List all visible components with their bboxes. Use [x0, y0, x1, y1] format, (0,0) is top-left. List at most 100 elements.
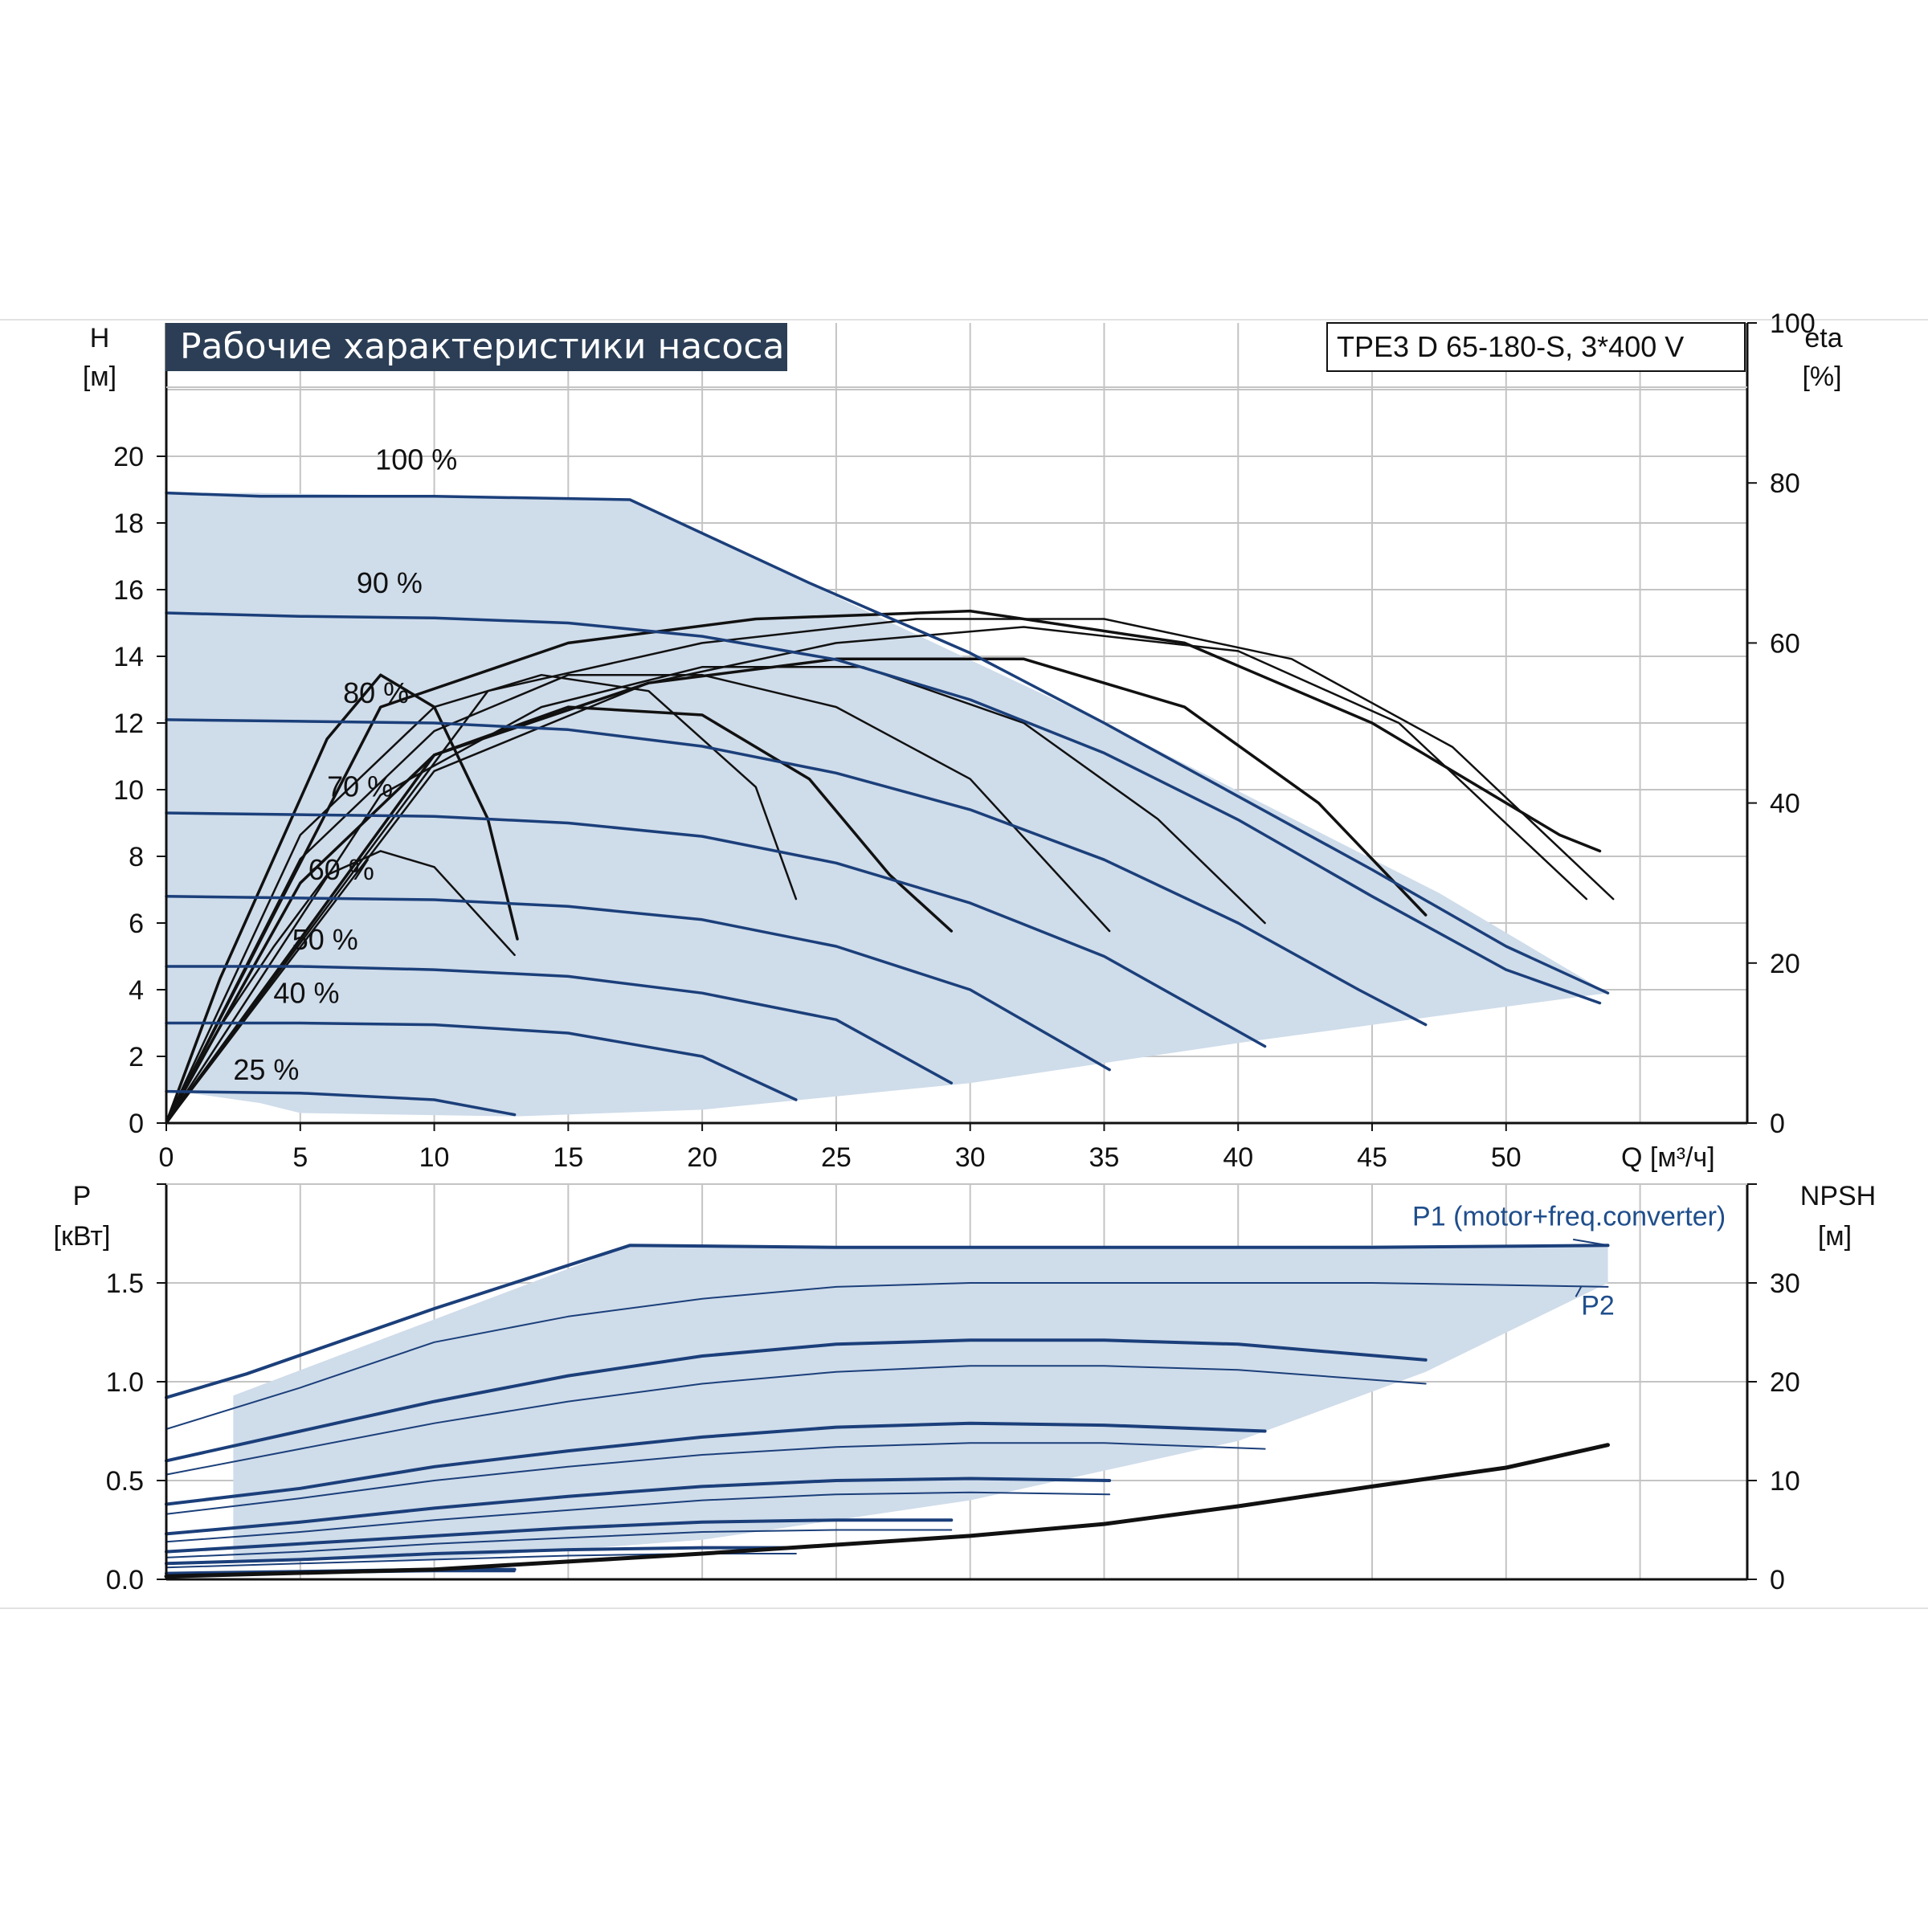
head-axis-label: H	[90, 323, 110, 353]
speed-curve	[165, 611, 1602, 1005]
operating-area	[166, 492, 1608, 1117]
efficiency-tick-label: 20	[1770, 949, 1800, 979]
flow-tick-label: 15	[553, 1142, 583, 1173]
efficiency-tick-label: 80	[1770, 468, 1800, 499]
flow-tick-label: 35	[1089, 1142, 1120, 1173]
p2-leader	[1575, 1286, 1583, 1297]
power-tick-label: 0.5	[106, 1466, 144, 1497]
head-tick-label: 16	[113, 575, 144, 606]
speed-curve	[165, 1021, 798, 1101]
flow-tick-label: 40	[1223, 1142, 1253, 1173]
p1-curve	[165, 1244, 1610, 1399]
p1-curve	[165, 1421, 1267, 1506]
efficiency-tick-label: 100	[1770, 308, 1816, 339]
p1-leader	[1573, 1238, 1608, 1247]
p1-curves: P1 (motor+freq.converter) P2	[165, 1202, 1726, 1575]
head-tick-label: 14	[113, 642, 144, 672]
speed-curve-label: 60 %	[308, 853, 374, 886]
power-axes: 0.0 0.5 1.0 1.5 0 10 20 30	[106, 1183, 1800, 1595]
speed-curve	[165, 1089, 517, 1117]
title-box	[165, 323, 787, 371]
power-tick-label: 0.0	[106, 1565, 144, 1595]
flow-tick-label: 20	[687, 1142, 717, 1173]
power-axis-unit: [кВт]	[54, 1221, 111, 1252]
speed-curve	[165, 965, 954, 1084]
speed-curve-label: 50 %	[292, 923, 358, 956]
p1-curve	[165, 1477, 1112, 1536]
p1-label: P1 (motor+freq.converter)	[1412, 1202, 1726, 1232]
efficiency-tick-label: 60	[1770, 628, 1800, 659]
flow-tick-label: 45	[1357, 1142, 1387, 1173]
p2-curve	[165, 1491, 1111, 1543]
efficiency-curve	[165, 673, 1111, 1125]
power-tick-label: 1.5	[106, 1268, 144, 1299]
head-tick-label: 4	[129, 975, 144, 1006]
flow-axis-label: Q [м³/ч]	[1621, 1142, 1715, 1173]
head-tick-label: 8	[129, 842, 144, 872]
head-tick-label: 18	[113, 509, 144, 539]
p2-curve	[165, 1529, 953, 1558]
speed-curve	[165, 895, 1111, 1072]
p2-curve	[165, 1442, 1266, 1515]
efficiency-curve	[165, 673, 798, 1125]
speed-curve-label: 70 %	[327, 770, 393, 803]
speed-curve-label: 40 %	[273, 977, 339, 1010]
efficiency-curve	[165, 705, 954, 1125]
flow-tick-label: 25	[821, 1142, 852, 1173]
efficiency-curve	[165, 609, 1602, 1125]
npsh-tick-label: 20	[1770, 1367, 1800, 1398]
efficiency-axis-unit: [%]	[1802, 361, 1841, 392]
efficiency-axis-label: eta	[1804, 323, 1842, 353]
speed-curve-label: 25 %	[233, 1053, 299, 1086]
speed-curve-label: 100 %	[375, 443, 457, 476]
head-tick-label: 6	[129, 909, 144, 939]
npsh-tick-label: 10	[1770, 1466, 1800, 1497]
npsh-tick-label: 0	[1770, 1565, 1785, 1595]
speed-curves: 100 % 90 % 80 % 70 % 60 % 50 % 40 % 25 %	[165, 443, 1610, 1117]
p1-curve	[165, 1338, 1428, 1463]
flow-tick-label: 5	[292, 1142, 308, 1173]
npsh-axis-label: NPSH	[1800, 1181, 1876, 1211]
speed-curve-label: 80 %	[343, 676, 409, 709]
power-axis-label: P	[73, 1181, 92, 1211]
head-tick-label: 2	[129, 1042, 144, 1072]
head-tick-label: 10	[113, 775, 144, 806]
efficiency-tick-label: 0	[1770, 1109, 1785, 1139]
head-operating-area	[166, 492, 1608, 1117]
efficiency-curve	[165, 673, 519, 1125]
model-box	[1326, 322, 1746, 372]
speed-curve-label: 90 %	[357, 566, 423, 599]
speed-curve	[165, 491, 1610, 995]
p1-curve	[165, 1518, 954, 1554]
flow-tick-label: 30	[955, 1142, 986, 1173]
efficiency-tick-label: 40	[1770, 789, 1800, 819]
npsh-tick-label: 30	[1770, 1268, 1800, 1299]
p1-curve	[165, 1546, 798, 1566]
npsh-axis-unit: [м]	[1818, 1221, 1852, 1252]
flow-tick-label: 50	[1491, 1142, 1522, 1173]
chart-title: Рабочие характеристики насоса	[180, 326, 784, 367]
npsh-curve	[164, 1443, 1610, 1579]
p2-curve	[165, 1365, 1427, 1476]
p2-label: P2	[1581, 1290, 1615, 1321]
head-axes: 0 5 10 15 20 25 30 35 40 45 50 0 2 4 6 8 10 12 14 16 18 20 0 20…	[113, 308, 1816, 1173]
speed-curve	[165, 718, 1428, 1027]
p2-curves	[165, 1282, 1609, 1577]
model-label: TPE3 D 65-180-S, 3*400 V	[1337, 330, 1684, 363]
npsh-curve-group	[164, 1443, 1610, 1579]
power-operating-area	[233, 1245, 1608, 1560]
efficiency-curve	[165, 657, 1428, 1125]
head-tick-label: 0	[129, 1109, 144, 1139]
efficiency-curve	[165, 618, 1615, 1125]
head-axis-unit: [м]	[83, 361, 116, 392]
power-area	[233, 1245, 1608, 1560]
flow-tick-label: 0	[159, 1142, 174, 1173]
flow-tick-label: 10	[419, 1142, 450, 1173]
head-tick-label: 20	[113, 442, 144, 472]
head-tick-label: 12	[113, 709, 144, 739]
speed-curve	[165, 811, 1267, 1048]
p2-curve	[165, 1282, 1609, 1430]
power-tick-label: 1.0	[106, 1367, 144, 1398]
